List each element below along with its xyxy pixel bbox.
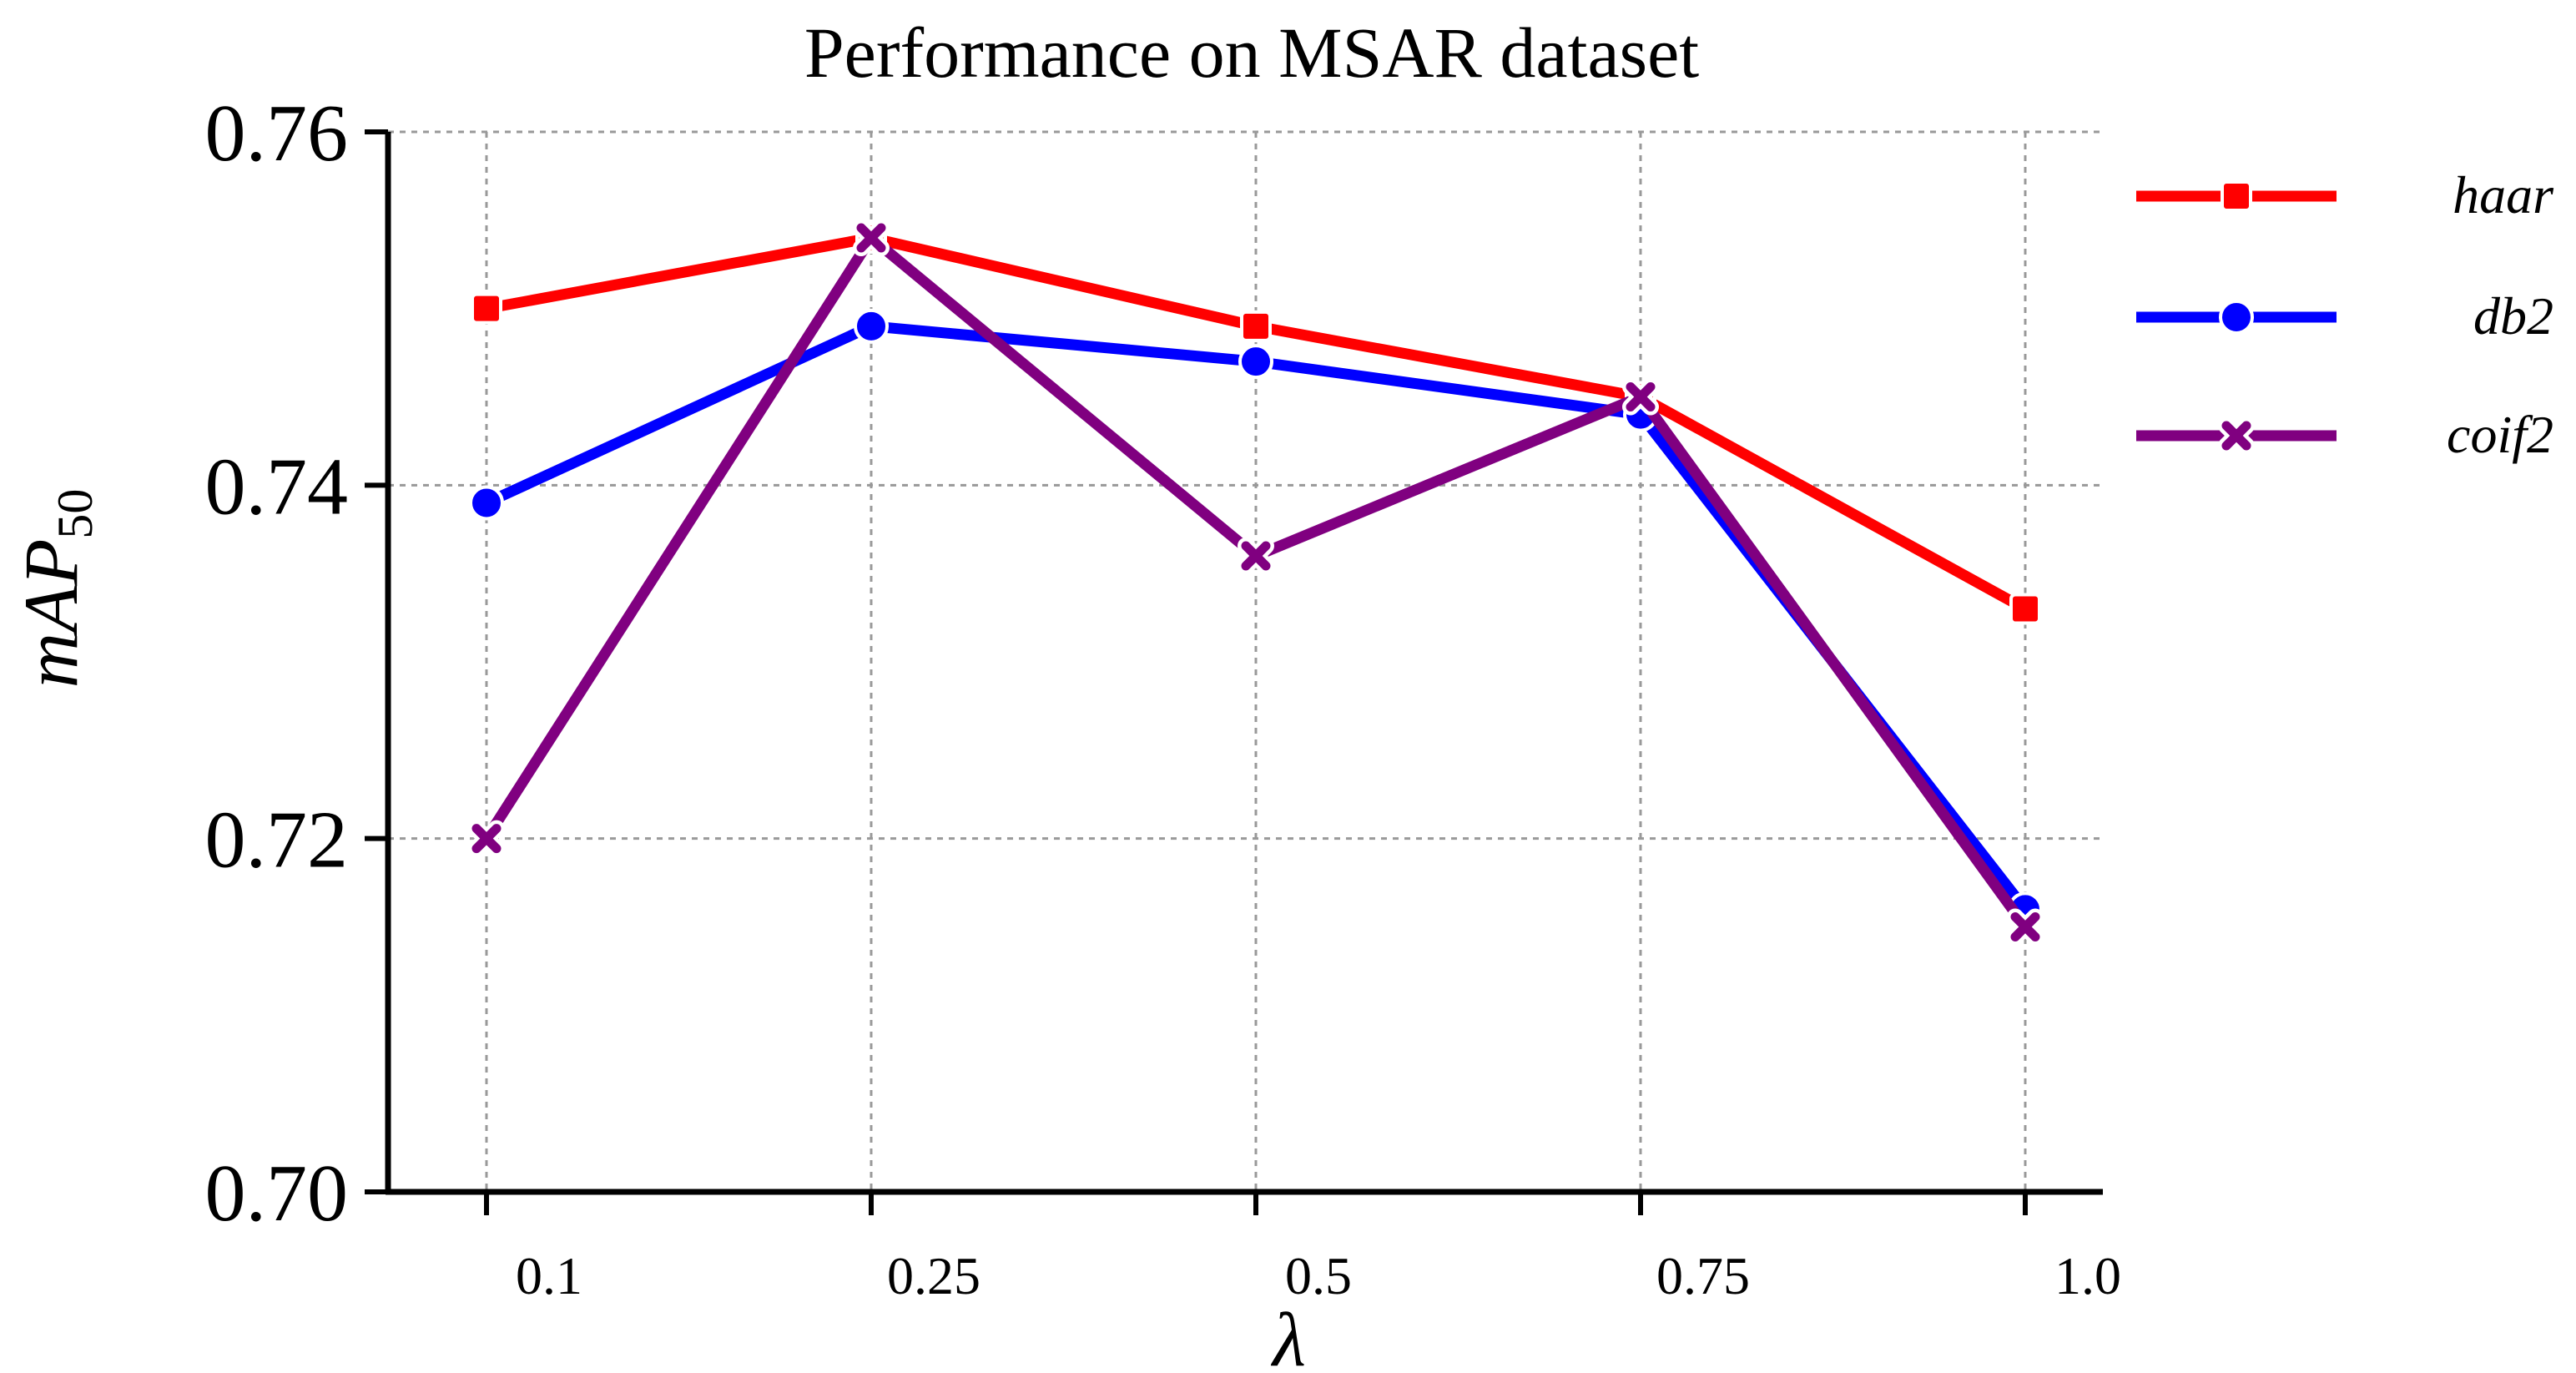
marker-stroke (2010, 912, 2040, 941)
data-point-db2 (469, 485, 504, 521)
series (468, 220, 2044, 946)
legend-marker (2218, 417, 2255, 454)
series-coif2 (468, 220, 2044, 946)
y-axis-label-subscript: 50 (48, 489, 103, 539)
marker-stroke (856, 223, 886, 253)
legend-label: haar (2452, 165, 2554, 225)
legend-marker (2219, 300, 2254, 335)
x-axis-label: λ (1270, 1297, 1306, 1373)
legend-marker (2221, 180, 2252, 212)
x-tick-label: 1.0 (2054, 1246, 2121, 1305)
marker-stroke (1626, 382, 1656, 411)
data-point-haar (471, 292, 502, 325)
marker-stroke (1241, 541, 1271, 571)
marker-stroke (471, 824, 502, 854)
y-tick-label: 0.72 (205, 795, 349, 886)
data-point-db2 (1238, 344, 1273, 380)
y-axis-label-main: mAP (8, 539, 93, 689)
x-tick-label: 0.5 (1285, 1246, 1352, 1305)
legend-item-coif2: coif2 (2136, 405, 2553, 464)
x-tick-label: 0.1 (516, 1246, 582, 1305)
data-point-db2 (854, 308, 889, 344)
data-point-haar (1240, 310, 1272, 342)
legend-item-db2: db2 (2136, 286, 2553, 346)
legend-label: db2 (2473, 286, 2553, 346)
x-tick-label: 0.25 (887, 1246, 980, 1305)
y-tick-label: 0.74 (205, 442, 349, 532)
y-tick-label: 0.76 (205, 88, 349, 179)
ticks: 0.70 0.72 0.74 0.76 0.1 0.25 0.5 0.75 1.0 (205, 88, 2122, 1305)
data-point-coif2 (1238, 538, 1274, 574)
y-tick-label: 0.70 (205, 1148, 349, 1239)
svg-text:mAP50: mAP50 (8, 489, 103, 689)
grid (388, 130, 2103, 1192)
data-point-coif2 (468, 820, 505, 857)
data-point-coif2 (853, 220, 890, 256)
legend-label: coif2 (2447, 405, 2553, 464)
axes (385, 132, 2103, 1195)
legend: haar db2 coif2 (2136, 165, 2554, 464)
data-point-haar (2009, 593, 2041, 625)
legend-item-haar: haar (2136, 165, 2554, 225)
data-point-coif2 (2007, 908, 2044, 946)
chart-title: Performance on MSAR dataset (804, 13, 1699, 93)
y-axis-label: mAP50 (8, 489, 103, 689)
marker-stroke (2221, 421, 2251, 451)
data-point-coif2 (1622, 378, 1659, 416)
x-tick-label: 0.75 (1656, 1246, 1750, 1305)
